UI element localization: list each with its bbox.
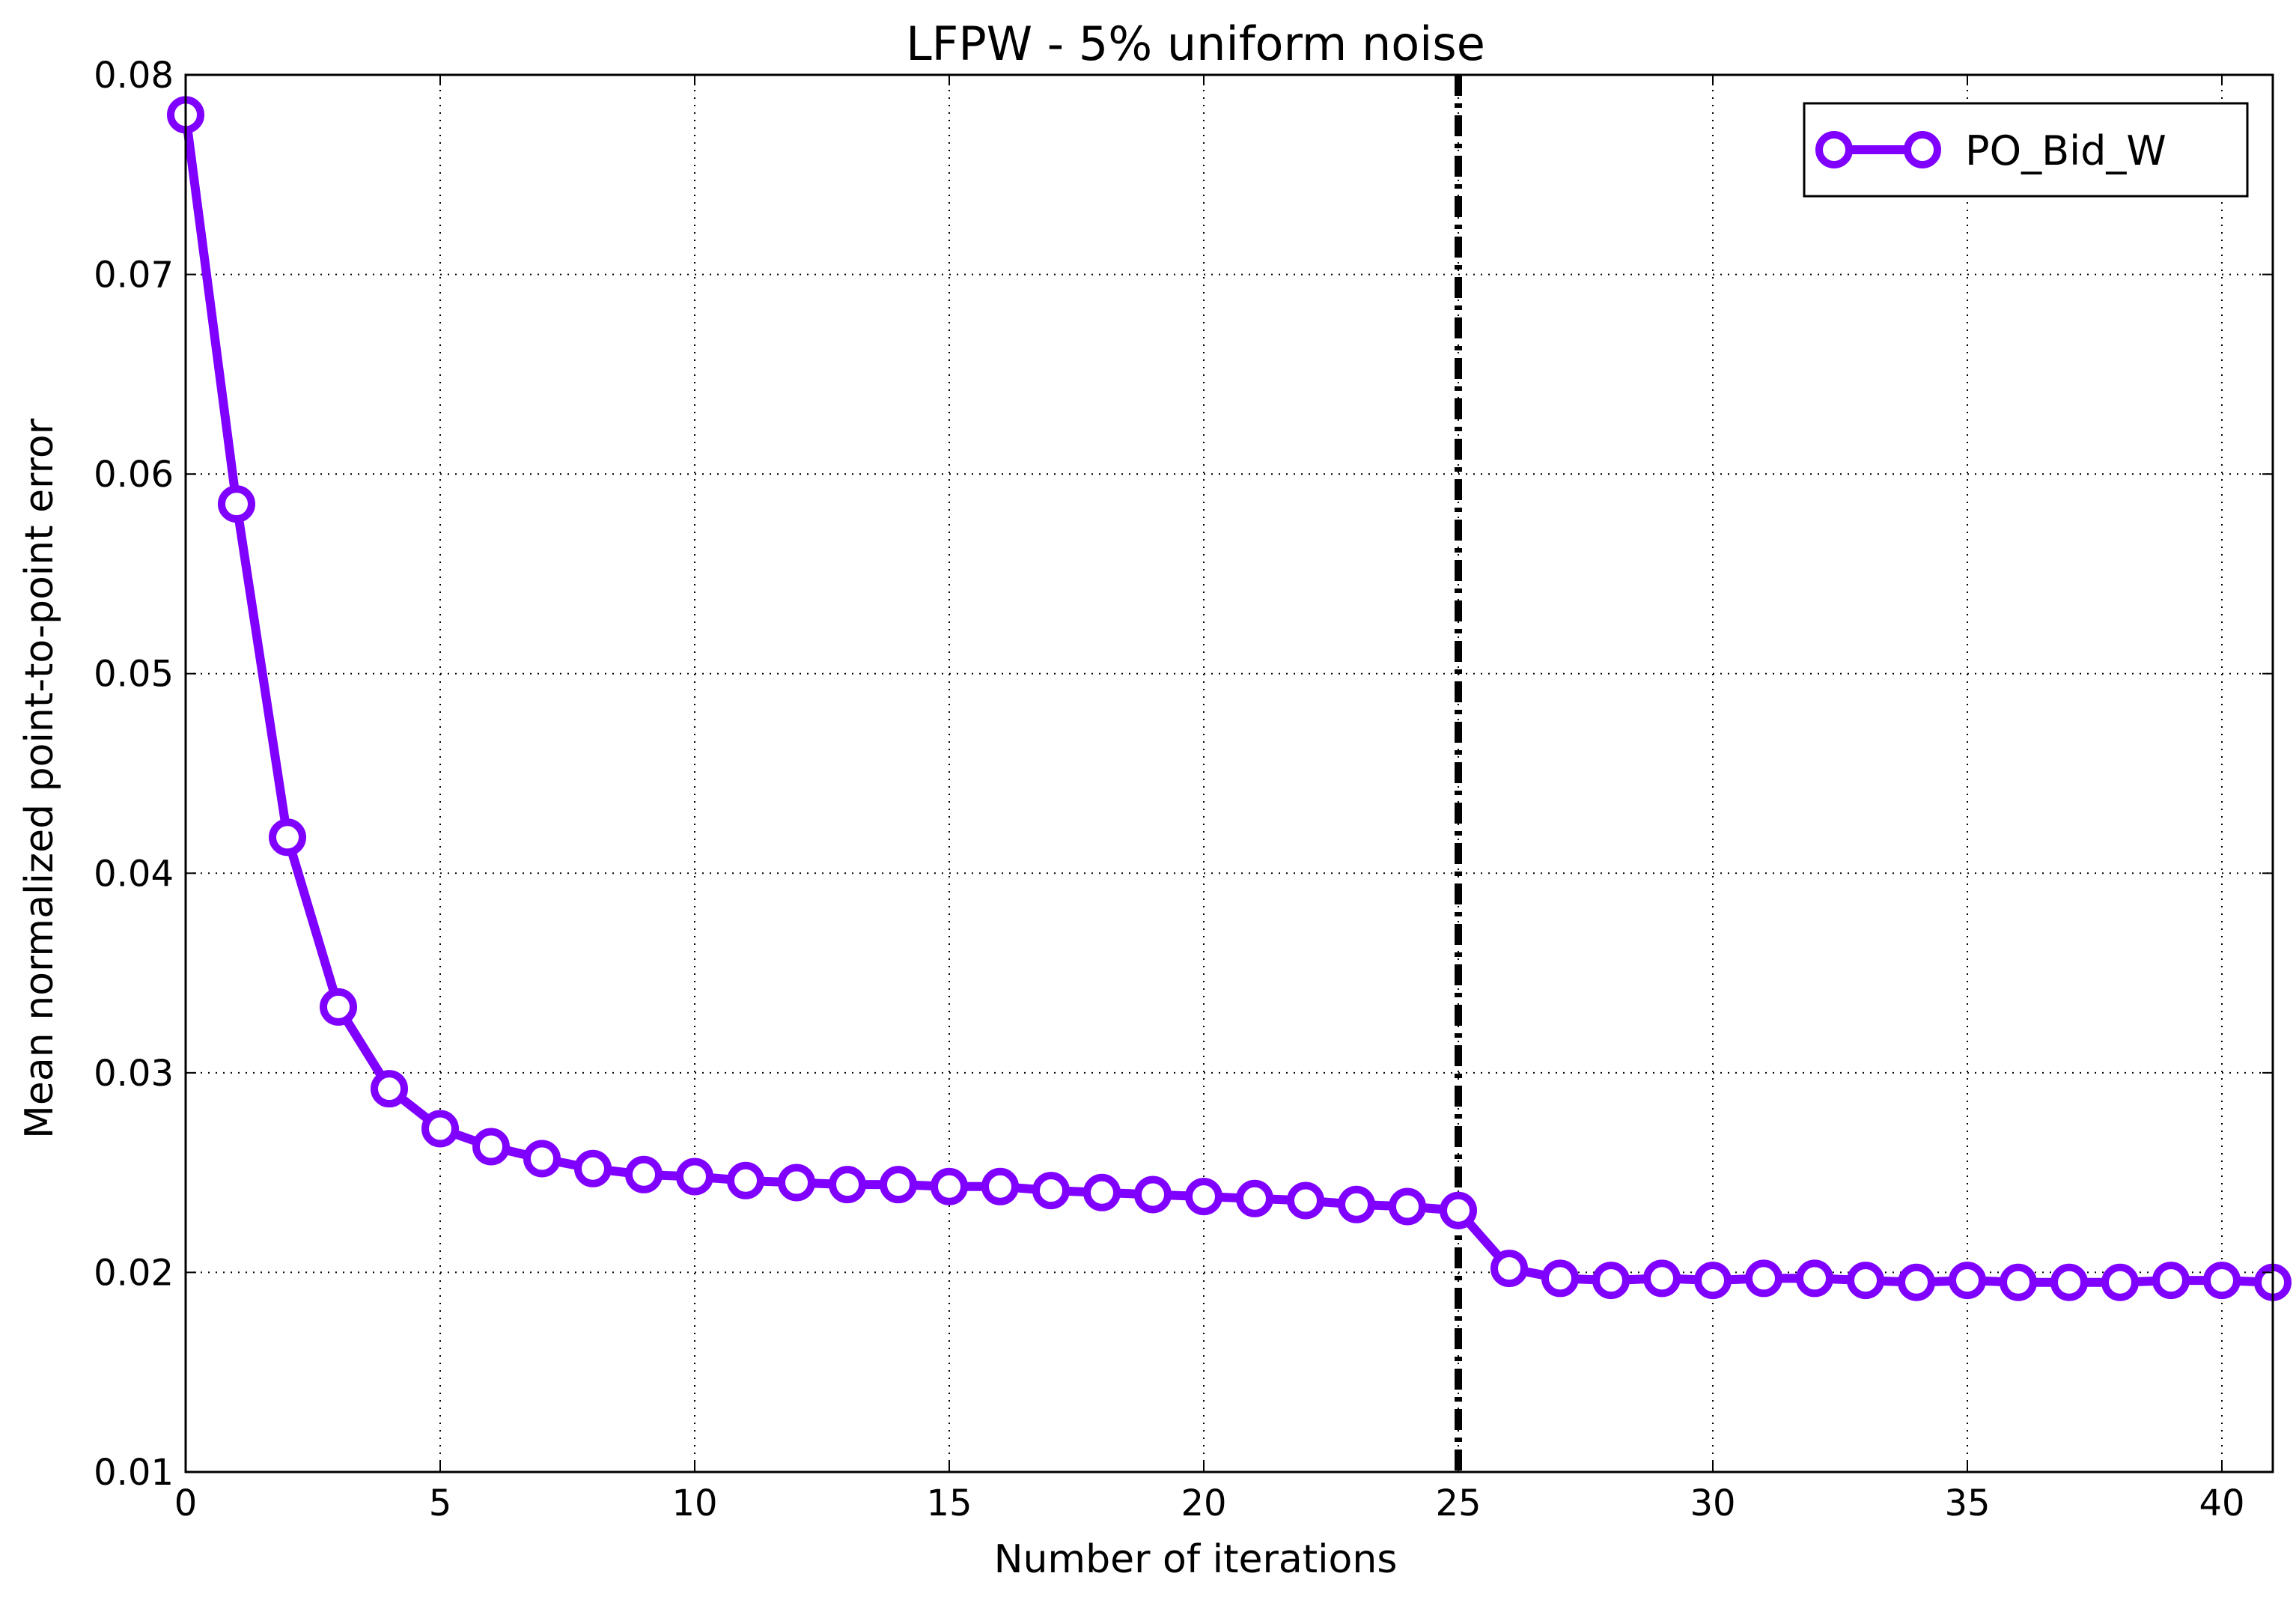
y-tick-label: 0.02 (94, 1252, 174, 1294)
data-point (1083, 1173, 1121, 1211)
x-tick-label: 5 (429, 1482, 452, 1524)
series-layer (167, 96, 2292, 1301)
y-tick-labels: 0.01 0.02 0.03 0.04 0.05 0.06 0.07 0.08 (94, 55, 174, 1494)
grid-lines (186, 75, 2273, 1472)
data-point (1949, 1262, 1986, 1300)
x-tick-label: 30 (1690, 1482, 1735, 1524)
data-point (1389, 1187, 1426, 1226)
legend: PO_Bid_W (1803, 102, 2249, 198)
data-point (1440, 1191, 1477, 1229)
data-point (981, 1167, 1019, 1205)
legend-box (1803, 102, 2249, 198)
data-point (1643, 1259, 1681, 1298)
plot-area-frame (184, 73, 2274, 1473)
data-point (1236, 1179, 1273, 1217)
legend-marker (1815, 131, 1853, 168)
data-point (727, 1161, 764, 1199)
data-point (1592, 1262, 1630, 1300)
data-point (218, 485, 255, 523)
y-tick-label: 0.08 (94, 55, 174, 97)
x-tick-label: 25 (1435, 1482, 1481, 1524)
data-point (320, 988, 357, 1026)
data-point (269, 818, 306, 857)
x-tick-labels: 0 5 10 15 20 25 30 35 40 (174, 1482, 2245, 1524)
data-point (1490, 1250, 1528, 1288)
y-axis-label: Mean normalized point-to-point error (17, 418, 62, 1139)
data-point (1694, 1262, 1732, 1300)
data-point (523, 1140, 561, 1178)
chart-title: LFPW - 5% uniform noise (906, 16, 1485, 71)
data-point (371, 1070, 408, 1108)
data-point (2101, 1263, 2139, 1301)
data-point (1541, 1259, 1579, 1298)
data-point (1287, 1181, 1324, 1220)
data-point (931, 1167, 968, 1205)
y-tick-label: 0.05 (94, 654, 174, 696)
data-point (2000, 1263, 2037, 1301)
data-point (1847, 1262, 1884, 1300)
x-tick-label: 20 (1181, 1482, 1226, 1524)
data-point (2152, 1262, 2190, 1300)
data-point (676, 1158, 713, 1196)
x-axis-label: Number of iterations (994, 1537, 1398, 1582)
y-tick-label: 0.07 (94, 255, 174, 296)
data-point (2050, 1263, 2088, 1301)
data-point (574, 1149, 612, 1187)
data-point (1338, 1185, 1375, 1223)
y-tick-label: 0.06 (94, 454, 174, 496)
data-point (421, 1110, 459, 1148)
data-point (1745, 1259, 1782, 1298)
data-point (778, 1164, 815, 1202)
data-point (625, 1155, 663, 1193)
x-tick-label: 10 (672, 1482, 717, 1524)
data-point (1898, 1263, 1935, 1301)
x-tick-label: 0 (174, 1482, 198, 1524)
x-tick-label: 35 (1944, 1482, 1990, 1524)
x-tick-label: 15 (926, 1482, 972, 1524)
series-line (181, 114, 2274, 1287)
data-point (1032, 1172, 1070, 1210)
legend-label: PO_Bid_W (1965, 127, 2166, 174)
x-tick-label: 40 (2199, 1482, 2244, 1524)
data-point (2203, 1262, 2241, 1300)
data-point (829, 1166, 866, 1204)
data-point (1185, 1178, 1222, 1216)
y-tick-label: 0.01 (94, 1452, 174, 1494)
data-point (1796, 1259, 1833, 1298)
data-point (1134, 1175, 1172, 1214)
y-tick-label: 0.04 (94, 853, 174, 895)
data-point (880, 1166, 917, 1204)
y-tick-label: 0.03 (94, 1053, 174, 1095)
data-point (472, 1128, 510, 1166)
legend-marker (1904, 131, 1941, 168)
axis-ticks (185, 74, 2273, 1473)
